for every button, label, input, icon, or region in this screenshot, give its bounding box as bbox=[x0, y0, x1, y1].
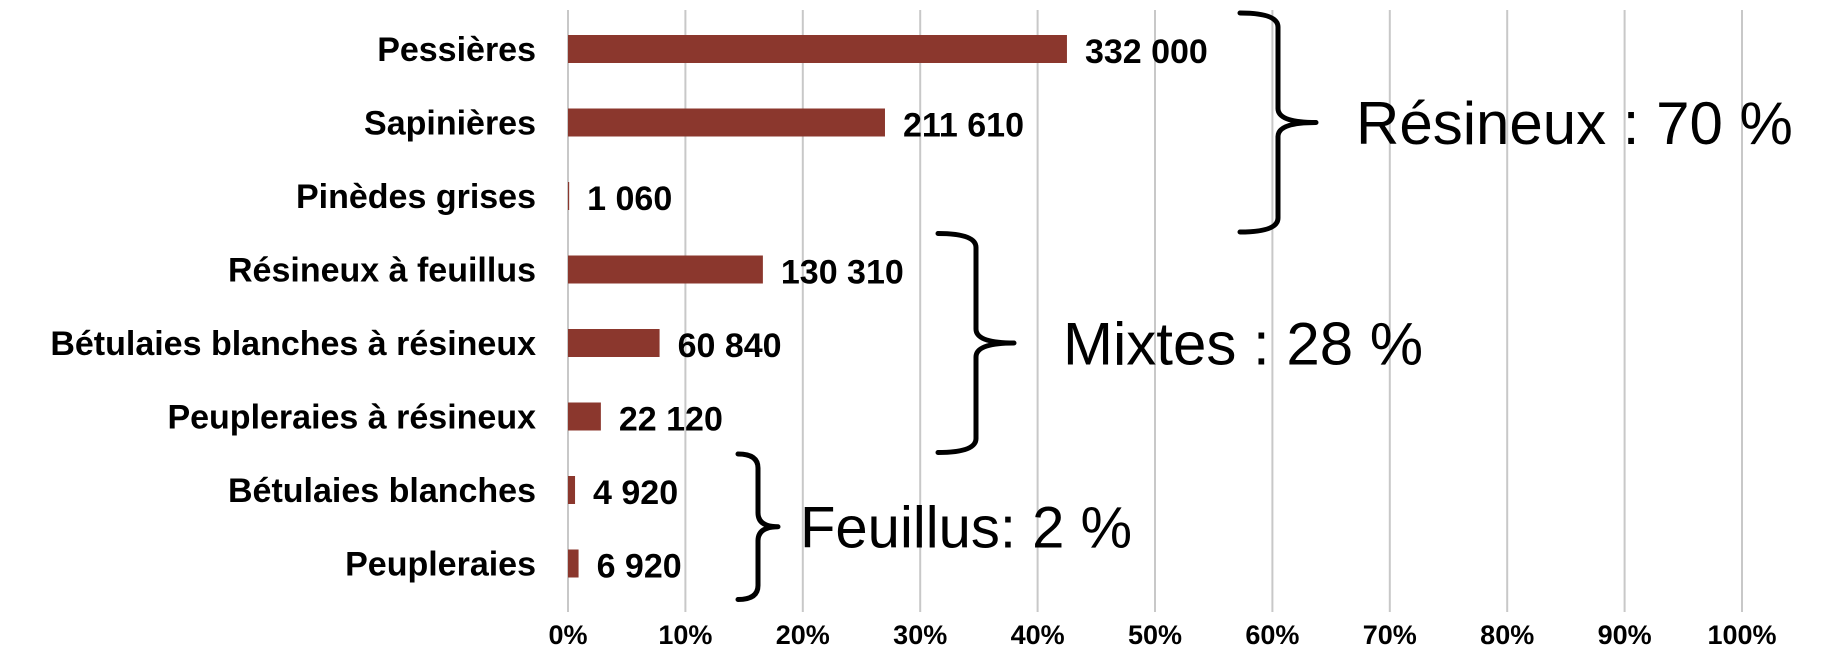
bar bbox=[568, 329, 660, 357]
value-label: 1 060 bbox=[587, 180, 672, 218]
x-tick-label: 100% bbox=[1707, 620, 1776, 647]
group-label: Feuillus: 2 % bbox=[800, 496, 1132, 561]
x-tick-label: 90% bbox=[1598, 620, 1652, 647]
category-label: Bétulaies blanches à résineux bbox=[50, 325, 536, 363]
group-annotations: Résineux : 70 % Mixtes : 28 % Feuillus: 2 … bbox=[735, 10, 1793, 602]
bar bbox=[568, 255, 763, 284]
bar bbox=[568, 182, 570, 210]
bar bbox=[568, 402, 601, 431]
x-tick-label: 60% bbox=[1245, 620, 1299, 647]
value-label: 22 120 bbox=[619, 401, 723, 439]
category-label: Bétulaies blanches bbox=[228, 472, 536, 510]
bar bbox=[568, 476, 576, 504]
category-labels: Pessières Sapinières Pinèdes grises Résineu… bbox=[50, 31, 536, 584]
group-brace bbox=[935, 231, 1017, 455]
value-label: 211 610 bbox=[903, 107, 1024, 145]
category-label: Pessières bbox=[377, 31, 536, 69]
group-label: Résineux : 70 % bbox=[1356, 90, 1793, 157]
x-tick-label: 30% bbox=[893, 620, 947, 647]
x-tick-label: 70% bbox=[1363, 620, 1417, 647]
bar bbox=[568, 108, 885, 137]
group-label: Mixtes : 28 % bbox=[1063, 311, 1423, 378]
x-tick-label: 40% bbox=[1011, 620, 1065, 647]
value-labels: 332 000 211 610 1 060 130 310 60 840 22 120 4 … bbox=[587, 33, 1208, 586]
bars bbox=[568, 35, 1067, 578]
x-tick-label: 20% bbox=[776, 620, 830, 647]
value-label: 130 310 bbox=[781, 254, 904, 292]
bar bbox=[568, 35, 1067, 63]
category-label: Peupleraies à résineux bbox=[167, 399, 536, 437]
category-label: Pinèdes grises bbox=[296, 178, 536, 216]
bar bbox=[568, 549, 579, 578]
x-tick-label: 10% bbox=[658, 620, 712, 647]
x-tick-label: 50% bbox=[1128, 620, 1182, 647]
value-label: 332 000 bbox=[1085, 33, 1208, 71]
group-brace bbox=[1237, 10, 1319, 235]
category-label: Résineux à feuillus bbox=[228, 252, 536, 290]
x-tick-label: 80% bbox=[1480, 620, 1534, 647]
value-label: 60 840 bbox=[678, 327, 782, 365]
x-axis-tick-labels: 0% 10% 20% 30% 40% 50% 60% 70% 80% 90% 100% bbox=[548, 620, 1776, 647]
value-label: 6 920 bbox=[597, 548, 682, 586]
category-label: Peupleraies bbox=[345, 546, 536, 584]
x-tick-label: 0% bbox=[548, 620, 587, 647]
category-label: Sapinières bbox=[364, 105, 536, 143]
group-brace bbox=[735, 451, 781, 602]
value-label: 4 920 bbox=[593, 474, 678, 512]
